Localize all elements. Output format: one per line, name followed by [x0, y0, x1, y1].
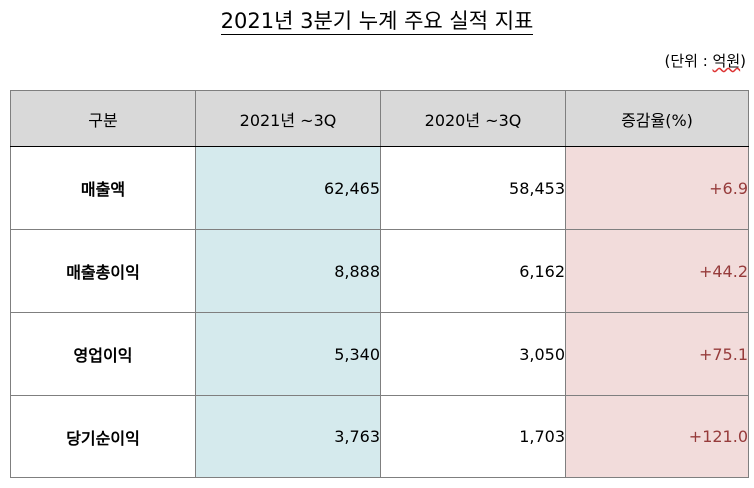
value-change: +44.2 [565, 229, 749, 313]
unit-separator: : [697, 52, 713, 70]
value-2020: 3,050 [380, 312, 566, 396]
value-change: +75.1 [565, 312, 749, 396]
unit-open-paren: ( [664, 52, 671, 70]
value-2020: 6,162 [380, 229, 566, 313]
value-2020: 1,703 [380, 395, 566, 478]
header-category: 구분 [10, 90, 196, 147]
performance-table: 구분 2021년 ~3Q 2020년 ~3Q 증감율(%) 매출액 62,465… [10, 90, 749, 478]
table-row: 당기순이익 3,763 1,703 +121.0 [10, 395, 749, 478]
value-2020: 58,453 [380, 146, 566, 230]
page-title-text: 2021년 3분기 누계 주요 실적 지표 [220, 9, 534, 35]
value-2021: 3,763 [195, 395, 381, 478]
unit-label: 단위 [670, 52, 698, 70]
table-row: 영업이익 5,340 3,050 +75.1 [10, 312, 749, 396]
row-label: 당기순이익 [10, 395, 196, 478]
row-label: 영업이익 [10, 312, 196, 396]
table-header-row: 구분 2021년 ~3Q 2020년 ~3Q 증감율(%) [10, 90, 749, 147]
value-change: +6.9 [565, 146, 749, 230]
unit-close-paren: ) [740, 52, 746, 70]
unit-value: 억원 [712, 52, 741, 70]
row-label: 매출액 [10, 146, 196, 230]
value-2021: 8,888 [195, 229, 381, 313]
unit-note: (단위 : 억원) [664, 50, 746, 72]
header-2020-3q: 2020년 ~3Q [380, 90, 566, 147]
page-title: 2021년 3분기 누계 주요 실적 지표 [0, 6, 754, 36]
value-2021: 62,465 [195, 146, 381, 230]
table-row: 매출총이익 8,888 6,162 +44.2 [10, 229, 749, 313]
header-2021-3q: 2021년 ~3Q [195, 90, 381, 147]
header-change-rate: 증감율(%) [565, 90, 749, 147]
value-change: +121.0 [565, 395, 749, 478]
value-2021: 5,340 [195, 312, 381, 396]
table-row: 매출액 62,465 58,453 +6.9 [10, 146, 749, 230]
row-label: 매출총이익 [10, 229, 196, 313]
